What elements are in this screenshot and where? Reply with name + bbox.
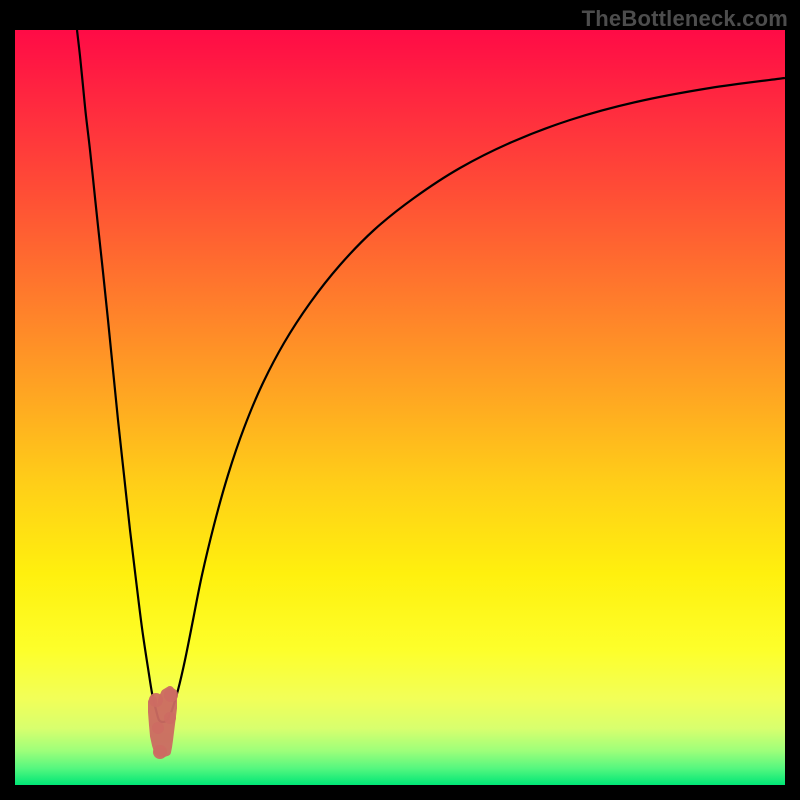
watermark-text: TheBottleneck.com (582, 6, 788, 32)
plot-area (15, 30, 785, 785)
chart-container: TheBottleneck.com (0, 0, 800, 800)
chart-svg (0, 0, 800, 800)
